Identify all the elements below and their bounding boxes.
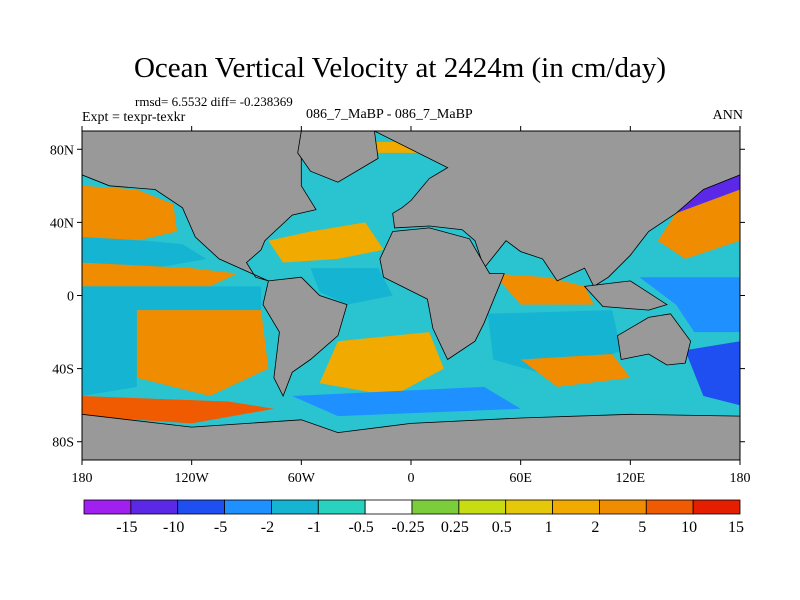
region-south-pacific-cyan	[82, 310, 137, 396]
colorbar-box	[458, 499, 507, 515]
colorbar-box	[364, 499, 413, 515]
colorbar-label: -2	[261, 519, 274, 536]
region-land-antarctica	[82, 413, 740, 460]
colorbar-label: -1	[308, 519, 321, 536]
region-north-pacific-cyan	[82, 237, 207, 269]
colorbar-box	[599, 499, 647, 515]
colorbar-box	[645, 499, 694, 515]
x-tick-label: 60E	[509, 471, 532, 486]
region-pacific-northwest-orange	[657, 189, 740, 259]
region-southern-ocean-pacific	[82, 396, 274, 424]
colorbar-label: -0.25	[391, 519, 424, 536]
map-regions	[82, 131, 740, 460]
colorbar-label: 1	[545, 519, 553, 536]
colorbar: -15 -10 -5 -2 -1 -0.5 -0.25 0.25 0.5 1 2 5 10 15	[83, 499, 744, 536]
region-land-south-america	[262, 276, 348, 397]
colorbar-box	[130, 499, 179, 515]
region-land-africa	[379, 227, 505, 361]
region-land-greenland	[297, 131, 379, 183]
region-land-se-asia-islands	[583, 280, 668, 311]
x-tick-label: 180	[72, 471, 93, 486]
colorbar-label: 0.25	[441, 519, 469, 536]
colorbar-box	[317, 499, 366, 515]
region-indian-ocean-orange	[520, 354, 631, 387]
colorbar-label: 2	[591, 519, 599, 536]
x-tick-label: 180	[730, 471, 751, 486]
y-tick-label: 0	[67, 290, 74, 305]
colorbar-box	[271, 499, 319, 515]
colorbar-box	[83, 499, 132, 515]
region-pacific-equatorial-cyan	[82, 286, 262, 311]
x-tick-label: 120W	[175, 471, 210, 486]
x-tick-label: 0	[408, 471, 415, 486]
region-north-atlantic	[268, 222, 384, 263]
colorbar-box	[692, 499, 741, 515]
colorbar-label: 5	[638, 519, 646, 536]
region-north-pacific-orange	[82, 185, 177, 241]
region-land-eurasia	[374, 131, 740, 287]
colorbar-box	[224, 499, 272, 515]
colorbar-label: -5	[214, 519, 227, 536]
y-tick-label: 80N	[50, 143, 74, 158]
region-tropical-atlantic	[310, 268, 393, 305]
colorbar-box	[552, 499, 600, 515]
region-pacific-southwest	[685, 341, 740, 406]
region-pacific-northwest-blue	[676, 174, 740, 214]
colorbar-label: -0.5	[348, 519, 373, 536]
experiment-label: Expt = texpr-texkr	[82, 110, 186, 125]
region-land-north-america	[82, 131, 317, 282]
region-south-atlantic	[319, 332, 444, 396]
region-pacific-west-tropics	[639, 277, 740, 333]
colorbar-label: 0.5	[492, 519, 512, 536]
x-tick-label: 60W	[288, 471, 316, 486]
y-tick-label: 80S	[52, 436, 74, 451]
colorbar-label: -10	[163, 519, 184, 536]
region-south-pacific-orange	[136, 310, 269, 396]
colorbar-label: 10	[681, 519, 697, 536]
axis-ticks: 180 120W 60W 0 60E 120E 180 80N 40N 0 40S 80S	[50, 126, 751, 486]
colorbar-label: 15	[728, 519, 744, 536]
stats-text: rmsd= 6.5532 diff= -0.238369	[135, 94, 293, 109]
season-label: ANN	[712, 108, 743, 123]
chart-title: Ocean Vertical Velocity at 2424m (in cm/…	[133, 52, 667, 84]
colorbar-box	[177, 499, 225, 515]
colorbar-box	[411, 499, 460, 515]
x-tick-label: 120E	[616, 471, 646, 486]
colorbar-label: -15	[116, 519, 137, 536]
region-pacific-tropics-orange	[82, 262, 238, 287]
y-tick-label: 40S	[52, 363, 74, 378]
colorbar-box	[505, 499, 553, 515]
region-indian-ocean-north	[493, 273, 594, 305]
y-tick-label: 40N	[50, 216, 74, 231]
region-land-australia	[617, 313, 692, 366]
runs-label: 086_7_MaBP - 086_7_MaBP	[306, 107, 473, 122]
region-southern-ocean-atlantic	[292, 386, 521, 417]
